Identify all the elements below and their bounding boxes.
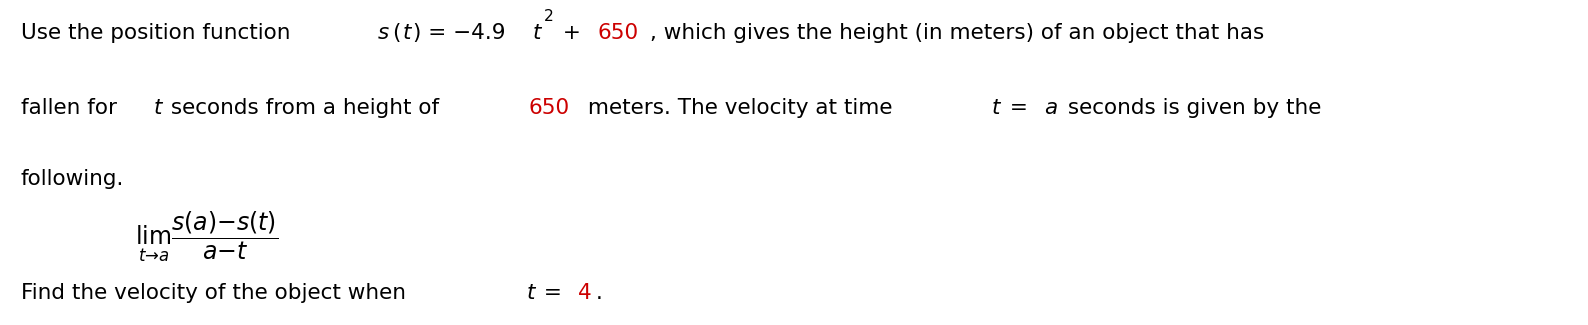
Text: Find the velocity of the object when: Find the velocity of the object when bbox=[21, 283, 413, 303]
Text: $\lim_{t \to a} \dfrac{s(a) - s(t)}{a - t}$: $\lim_{t \to a} \dfrac{s(a) - s(t)}{a - … bbox=[135, 210, 278, 265]
Text: .: . bbox=[596, 283, 603, 303]
Text: following.: following. bbox=[21, 169, 124, 189]
Text: 2: 2 bbox=[543, 9, 553, 24]
Text: t: t bbox=[526, 283, 535, 303]
Text: t: t bbox=[403, 23, 411, 43]
Text: (: ( bbox=[392, 23, 400, 43]
Text: a: a bbox=[1043, 98, 1058, 118]
Text: Use the position function: Use the position function bbox=[21, 23, 297, 43]
Text: s: s bbox=[378, 23, 389, 43]
Text: ) = −4.9: ) = −4.9 bbox=[413, 23, 507, 43]
Text: meters. The velocity at time: meters. The velocity at time bbox=[581, 98, 899, 118]
Text: +: + bbox=[556, 23, 588, 43]
Text: seconds from a height of: seconds from a height of bbox=[164, 98, 446, 118]
Text: 650: 650 bbox=[597, 23, 638, 43]
Text: =: = bbox=[1002, 98, 1034, 118]
Text: , which gives the height (in meters) of an object that has: , which gives the height (in meters) of … bbox=[649, 23, 1264, 43]
Text: 4: 4 bbox=[578, 283, 592, 303]
Text: t: t bbox=[992, 98, 1000, 118]
Text: =: = bbox=[537, 283, 569, 303]
Text: t: t bbox=[154, 98, 162, 118]
Text: t: t bbox=[532, 23, 542, 43]
Text: fallen for: fallen for bbox=[21, 98, 124, 118]
Text: seconds is given by the: seconds is given by the bbox=[1061, 98, 1321, 118]
Text: 650: 650 bbox=[529, 98, 569, 118]
